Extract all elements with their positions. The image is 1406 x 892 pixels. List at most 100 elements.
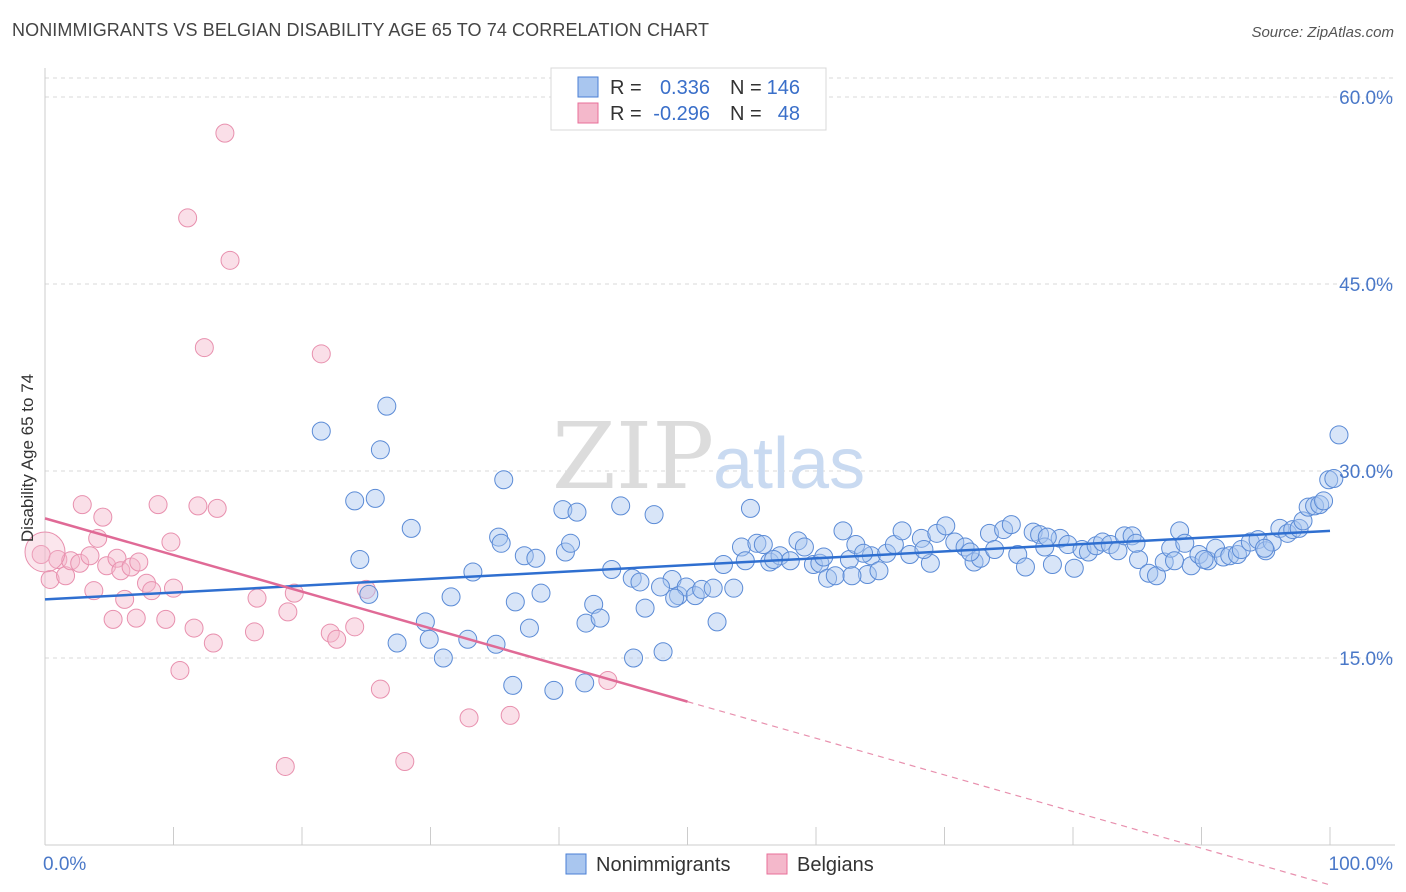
nonimmigrants-point — [544, 680, 564, 700]
nonimmigrants-point — [1324, 468, 1344, 488]
belgians-point — [194, 338, 214, 358]
nonimmigrants-point — [825, 566, 845, 586]
legend-r-value-blue: 0.336 — [660, 77, 710, 99]
nonimmigrants-point — [387, 633, 407, 653]
nonimmigrants-point — [753, 535, 773, 555]
nonimmigrants-point — [1139, 563, 1159, 583]
legend-n-value-blue: 146 — [767, 77, 800, 99]
nonimmigrants-point — [359, 584, 379, 604]
belgians-point — [148, 495, 168, 515]
nonimmigrants-point — [1194, 550, 1214, 570]
belgians-point — [40, 569, 60, 589]
nonimmigrants-point — [1037, 527, 1057, 547]
nonimmigrants-point — [365, 488, 385, 508]
nonimmigrants-point — [1329, 425, 1349, 445]
nonimmigrants-point — [463, 562, 483, 582]
y-tick-label: 60.0% — [1339, 88, 1393, 109]
nonimmigrants-point — [350, 550, 370, 570]
belgians-trend-extension — [687, 701, 1331, 886]
belgians-point — [115, 589, 135, 609]
nonimmigrants-point — [833, 521, 853, 541]
nonimmigrants-point — [1254, 538, 1274, 558]
legend-n-value-pink: 48 — [778, 103, 800, 125]
belgians-point — [72, 495, 92, 515]
belgians-point — [84, 581, 104, 601]
nonimmigrants-point — [707, 612, 727, 632]
belgians-point — [80, 546, 100, 566]
nonimmigrants-point — [1129, 550, 1149, 570]
x-tick-label: 100.0% — [1329, 854, 1394, 875]
nonimmigrants-point — [964, 552, 984, 572]
nonimmigrants-point — [1086, 536, 1106, 556]
x-tick-label: 0.0% — [43, 854, 86, 875]
legend-swatch-belgians — [766, 853, 788, 875]
watermark: ZIP atlas — [552, 403, 865, 510]
legend-label-belgians: Belgians — [797, 854, 874, 876]
nonimmigrants-trend-line — [44, 529, 1331, 601]
belgians-point — [70, 553, 90, 573]
nonimmigrants-point — [505, 592, 525, 612]
nonimmigrants-point — [803, 555, 823, 574]
belgians-point — [164, 578, 183, 598]
belgians-point — [142, 581, 162, 601]
series-legend: Nonimmigrants Belgians — [565, 853, 874, 876]
nonimmigrants-point — [1030, 525, 1050, 545]
nonimmigrants-point — [531, 583, 551, 603]
belgians-point — [56, 566, 76, 586]
nonimmigrants-point — [519, 618, 539, 638]
belgians-point — [178, 208, 198, 228]
nonimmigrants-point — [960, 542, 980, 562]
nonimmigrants-point — [936, 516, 956, 536]
nonimmigrants-point — [419, 629, 439, 649]
nonimmigrants-point — [1015, 557, 1035, 577]
nonimmigrants-point — [1220, 546, 1240, 566]
nonimmigrants-point — [1314, 491, 1334, 511]
nonimmigrants-point — [526, 548, 546, 568]
nonimmigrants-point — [503, 675, 523, 695]
belgians-point — [278, 602, 298, 622]
y-tick-label: 45.0% — [1339, 275, 1393, 296]
belgians-point — [111, 561, 131, 581]
legend-swatch-nonimmigrants — [565, 853, 587, 875]
belgians-point — [24, 531, 66, 573]
belgians-point — [203, 633, 223, 653]
nonimmigrants-point — [1227, 545, 1247, 565]
legend-n-label-pink: N = — [730, 103, 762, 125]
belgians-point — [215, 123, 235, 143]
belgians-point — [345, 617, 365, 637]
legend-swatch-blue — [577, 76, 599, 98]
nonimmigrants-point — [491, 533, 511, 553]
chart-title: NONIMMIGRANTS VS BELGIAN DISABILITY AGE … — [12, 20, 710, 40]
belgians-point — [188, 496, 208, 516]
nonimmigrants-point — [1240, 532, 1260, 552]
belgians-point — [459, 708, 479, 728]
legend-r-label-blue: R = — [610, 77, 642, 99]
correlation-legend: R = 0.336 N = 146 R = -0.296 N = 48 — [550, 67, 827, 131]
belgians-point — [103, 609, 123, 629]
nonimmigrants-point — [576, 613, 596, 633]
nonimmigrants-point — [1042, 555, 1062, 574]
nonimmigrants-point — [665, 588, 685, 608]
belgians-point — [129, 552, 149, 572]
nonimmigrants-point — [1213, 547, 1233, 567]
belgians-point — [356, 579, 376, 599]
nonimmigrants-point — [653, 642, 673, 662]
axes — [44, 68, 1395, 846]
belgians-point — [244, 622, 264, 642]
nonimmigrants-point — [401, 518, 421, 538]
nonimmigrants-point — [842, 566, 862, 586]
belgians-point — [156, 609, 176, 629]
nonimmigrants-point — [494, 470, 514, 490]
nonimmigrants-point — [914, 540, 934, 560]
y-tick-label: 30.0% — [1339, 462, 1393, 483]
nonimmigrants-point — [433, 648, 453, 668]
nonimmigrants-point — [514, 546, 534, 566]
legend-label-nonimmigrants: Nonimmigrants — [596, 854, 730, 876]
legend-swatch-pink — [577, 102, 599, 124]
legend-n-label-blue: N = — [730, 77, 762, 99]
nonimmigrants-point — [892, 521, 912, 541]
nonimmigrants-point — [630, 572, 650, 592]
nonimmigrants-point — [624, 648, 644, 668]
nonimmigrants-point — [794, 537, 814, 557]
